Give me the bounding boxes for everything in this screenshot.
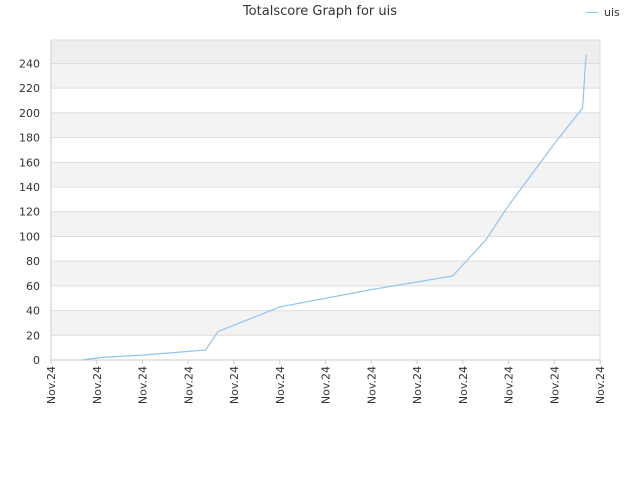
chart-title: Totalscore Graph for uis xyxy=(242,4,398,19)
x-tick-label: Nov.24 xyxy=(137,366,150,404)
y-tick-label: 160 xyxy=(19,156,40,169)
y-tick-label: 220 xyxy=(19,82,40,95)
y-tick-label: 240 xyxy=(19,57,40,70)
y-tick-label: 0 xyxy=(33,354,40,367)
grid-band xyxy=(51,261,600,286)
grid-band xyxy=(51,112,600,138)
y-tick-label: 40 xyxy=(26,305,40,318)
y-tick-label: 120 xyxy=(19,206,40,219)
x-tick-label: Nov.24 xyxy=(411,366,424,404)
grid-band xyxy=(51,88,600,113)
grid-band xyxy=(51,63,600,89)
grid-band xyxy=(51,310,600,336)
grid-band xyxy=(51,187,600,212)
grid-band xyxy=(51,137,600,163)
grid-band xyxy=(51,40,600,64)
series-line-uis xyxy=(82,54,587,361)
grid-band xyxy=(51,236,600,262)
grid-band xyxy=(51,211,600,237)
grid-band xyxy=(51,162,600,188)
x-tick-label: Nov.24 xyxy=(91,366,104,404)
legend-label: uis xyxy=(604,6,620,19)
x-tick-label: Nov.24 xyxy=(457,366,470,404)
x-tick-label: Nov.24 xyxy=(503,366,516,404)
x-tick-label: Nov.24 xyxy=(274,366,287,404)
y-tick-label: 20 xyxy=(26,329,40,342)
chart-legend: uis xyxy=(586,6,620,19)
x-tick-label: Nov.24 xyxy=(45,366,58,404)
x-tick-label: Nov.24 xyxy=(594,366,607,404)
y-tick-label: 80 xyxy=(26,255,40,268)
y-tick-label: 180 xyxy=(19,132,40,145)
x-tick-label: Nov.24 xyxy=(548,366,561,404)
x-tick-label: Nov.24 xyxy=(320,366,333,404)
x-tick-label: Nov.24 xyxy=(365,366,378,404)
x-tick-label: Nov.24 xyxy=(228,366,241,404)
y-tick-label: 200 xyxy=(19,107,40,120)
legend-line-swatch-icon xyxy=(586,12,598,13)
x-tick-label: Nov.24 xyxy=(182,366,195,404)
y-tick-label: 100 xyxy=(19,230,40,243)
y-tick-label: 60 xyxy=(26,280,40,293)
y-tick-label: 140 xyxy=(19,181,40,194)
grid-band xyxy=(51,335,600,360)
